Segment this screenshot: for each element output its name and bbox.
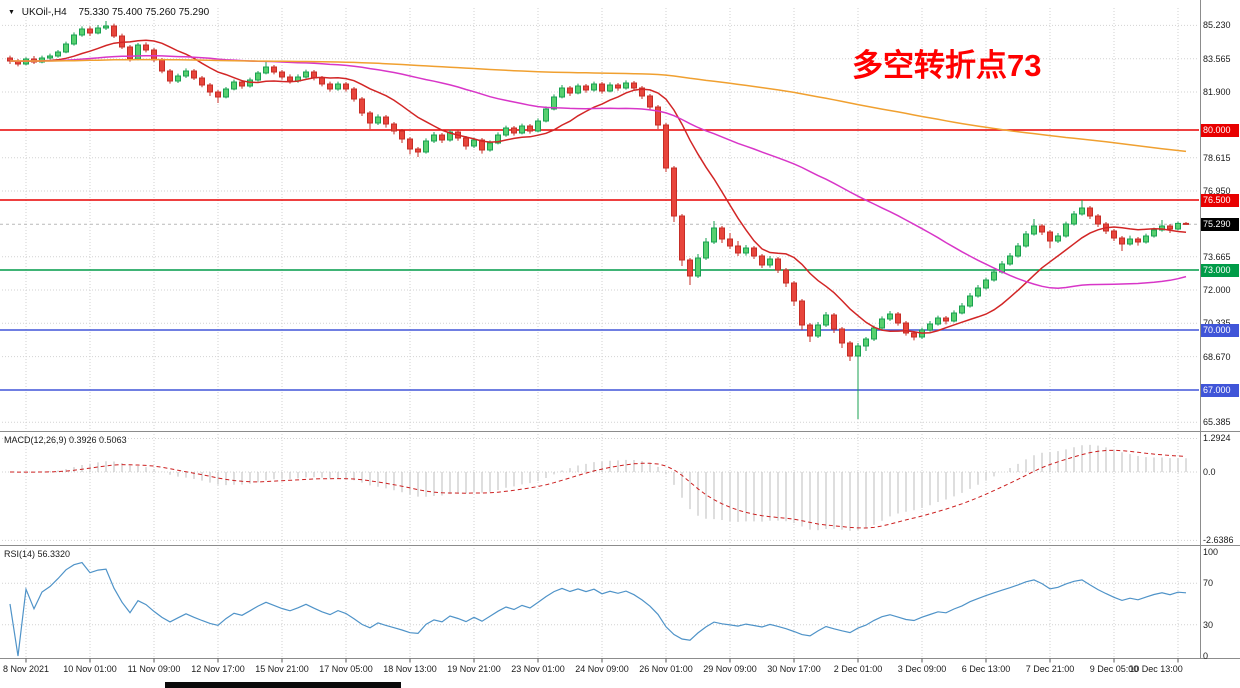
symbol-ohlc-values: 75.330 75.400 75.260 75.290 [78,7,210,18]
ma-slow [10,58,1187,153]
rsi-indicator [9,561,1187,657]
macd-indicator [9,444,1187,531]
moving-averages [9,39,1187,334]
symbol-dropdown-icon[interactable]: ▼ [8,9,15,16]
symbol-name: UKOil-,H4 [21,7,67,18]
ma-fast [9,39,1187,334]
ma-medium [9,54,1187,289]
horizontal-level-lines [0,129,1199,391]
chart-annotation: 多空转折点73 [852,48,1042,83]
taskbar-fragment [165,682,401,688]
macd-header: MACD(12,26,9) 0.3926 0.5063 [4,435,127,445]
panel-frame [0,0,1240,663]
symbol-header: ▼ UKOil-,H4 75.330 75.400 75.260 75.290 [8,7,209,18]
rsi-header: RSI(14) 56.3320 [4,549,71,559]
grid-lines [2,8,1199,658]
candlesticks [7,21,1189,419]
